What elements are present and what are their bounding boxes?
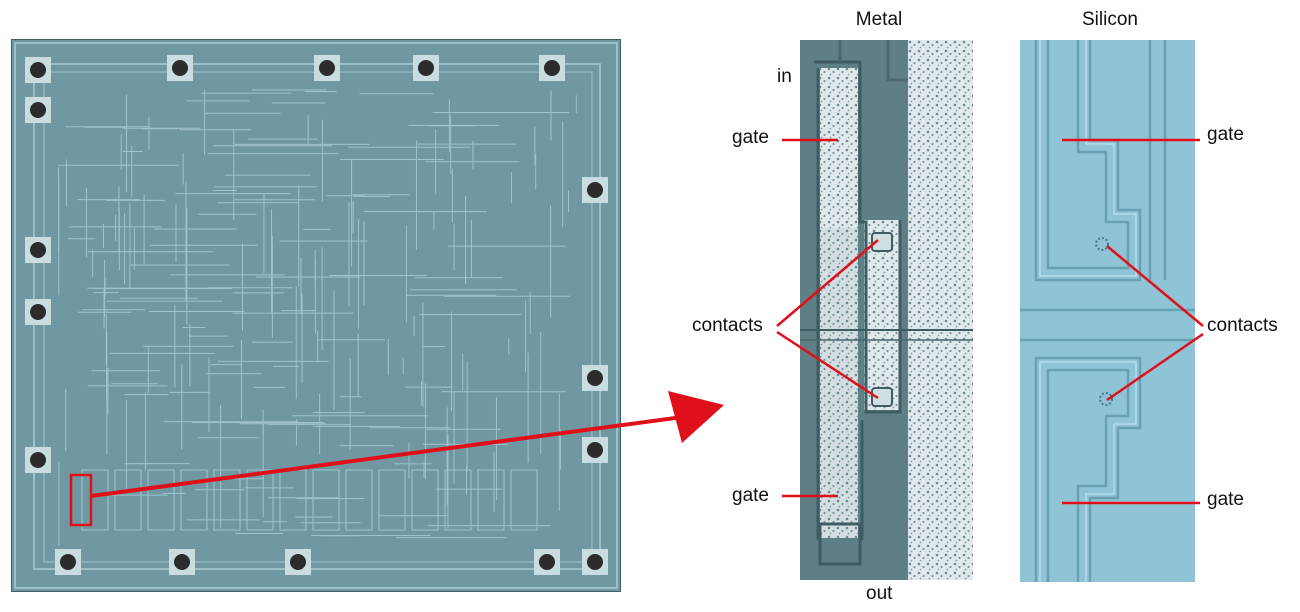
metal-title: Metal: [855, 9, 903, 30]
label-metal-contacts: contacts: [692, 315, 763, 336]
metal-artwork: [800, 40, 973, 580]
die-photo: [11, 39, 621, 592]
label-metal-gate-bottom: gate: [732, 485, 769, 506]
silicon-panel: [1020, 40, 1195, 582]
silicon-title: Silicon: [1082, 9, 1138, 30]
metal-panel: [800, 40, 973, 580]
label-silicon-contacts: contacts: [1207, 315, 1278, 336]
label-out: out: [866, 583, 893, 604]
label-silicon-gate-top: gate: [1207, 124, 1244, 145]
label-metal-gate-top: gate: [732, 127, 769, 148]
label-silicon-gate-bottom: gate: [1207, 489, 1244, 510]
label-in: in: [777, 66, 792, 87]
selection-box: [69, 473, 93, 527]
die-artwork: [14, 42, 618, 589]
silicon-artwork: [1020, 40, 1195, 582]
